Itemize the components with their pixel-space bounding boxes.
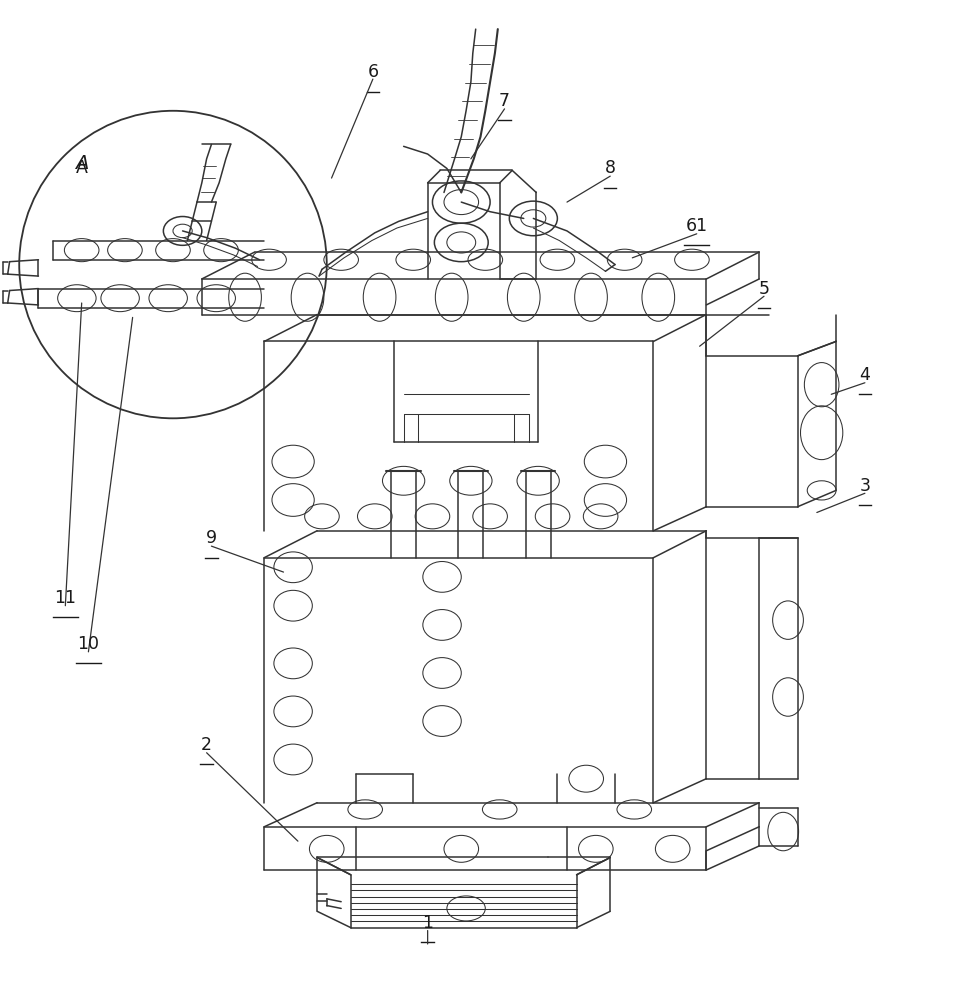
Text: A: A <box>76 159 87 177</box>
Text: 9: 9 <box>206 529 217 547</box>
Text: 3: 3 <box>859 477 871 495</box>
Text: 8: 8 <box>604 159 616 177</box>
Text: 6: 6 <box>367 63 379 81</box>
Text: 5: 5 <box>758 280 770 298</box>
Text: 7: 7 <box>499 92 510 110</box>
Text: 4: 4 <box>859 366 871 384</box>
Text: 1: 1 <box>422 914 433 932</box>
Text: 10: 10 <box>78 635 99 653</box>
Text: 11: 11 <box>55 589 76 607</box>
Text: 61: 61 <box>685 217 708 235</box>
Text: A: A <box>75 154 88 173</box>
Text: 2: 2 <box>201 736 212 754</box>
